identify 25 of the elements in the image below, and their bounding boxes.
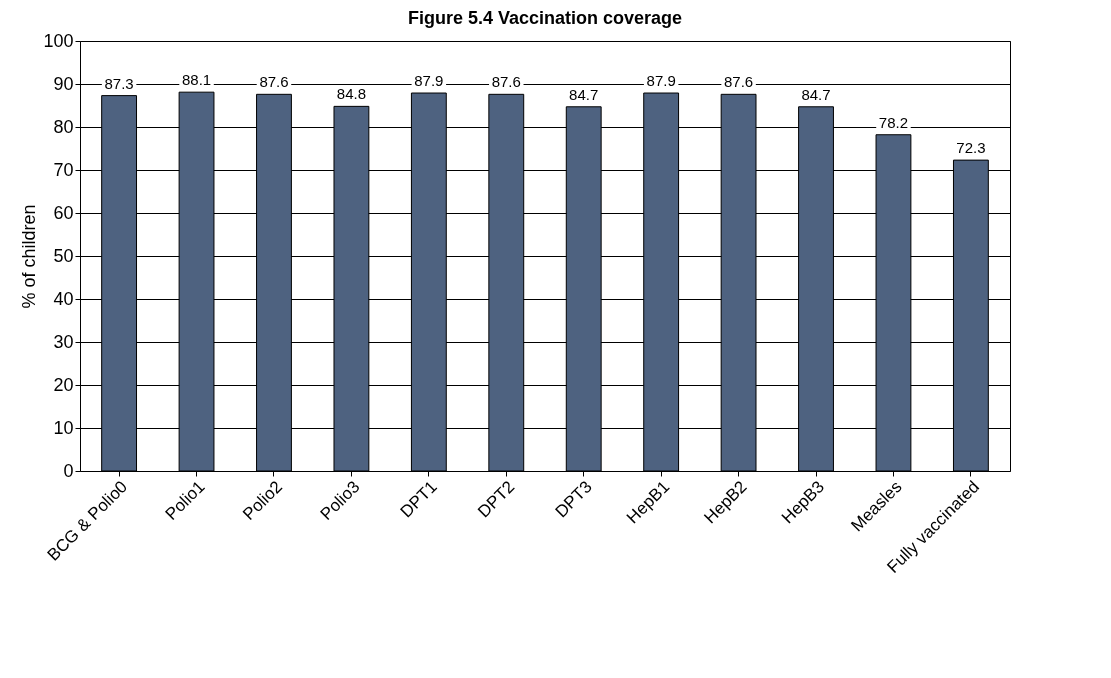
data-label: 87.9 (414, 72, 444, 90)
y-tick-label: 30 (53, 331, 74, 352)
data-label: 87.6 (259, 73, 289, 91)
y-tick-label: 10 (53, 417, 74, 438)
data-label: 84.8 (336, 85, 367, 103)
y-tick-label: 70 (53, 159, 74, 180)
y-tick-label: 40 (53, 288, 74, 309)
data-label: 87.6 (723, 73, 754, 91)
y-tick-label: 100 (43, 30, 74, 51)
data-label: 87.6 (491, 73, 521, 91)
data-label: 72.3 (956, 139, 986, 157)
y-axis-title: % of children (19, 204, 40, 309)
data-label: 78.2 (878, 113, 909, 131)
y-tick-label: 90 (53, 73, 74, 94)
data-label: 88.1 (181, 71, 212, 89)
data-label: 87.3 (104, 74, 134, 92)
data-label: 84.7 (801, 85, 831, 103)
chart-title: Figure 5.4 Vaccination coverage (407, 8, 683, 28)
y-tick-label: 0 (63, 460, 74, 481)
y-tick-label: 50 (53, 245, 74, 266)
y-tick-label: 20 (53, 374, 74, 395)
data-label: 84.7 (569, 85, 599, 103)
y-tick-label: 80 (53, 116, 74, 137)
data-label: 87.9 (646, 72, 676, 90)
y-tick-label: 60 (53, 202, 74, 223)
